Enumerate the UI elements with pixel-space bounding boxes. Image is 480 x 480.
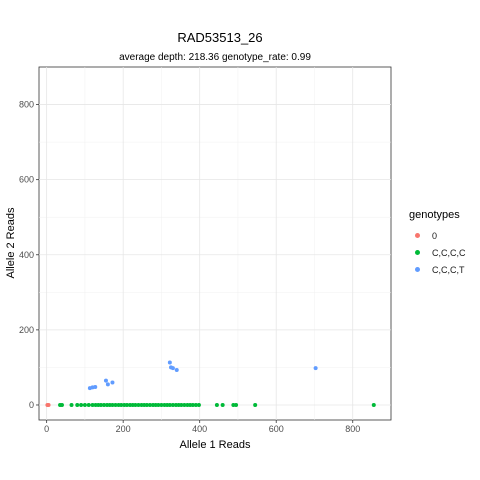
data-point <box>69 402 74 407</box>
axis-ticks: 0 200 400 600 800 0 200 400 600 800 <box>19 100 360 434</box>
data-point <box>159 402 164 407</box>
plot-panel <box>38 66 392 421</box>
data-point <box>102 402 107 407</box>
chart-subtitle: average depth: 218.36 genotype_rate: 0.9… <box>119 52 311 63</box>
data-point <box>174 368 179 373</box>
data-point <box>79 402 84 407</box>
data-point <box>170 366 175 371</box>
legend-dot-icon <box>415 267 420 272</box>
x-axis-label: Allele 1 Reads <box>180 439 251 451</box>
data-point <box>86 402 91 407</box>
data-points <box>45 360 376 407</box>
data-point <box>59 402 64 407</box>
y-tick-label: 0 <box>29 400 34 410</box>
data-point <box>182 402 187 407</box>
legend-item: C,C,C,T <box>409 261 479 278</box>
x-tick-label: 400 <box>192 424 207 434</box>
data-point <box>110 380 115 385</box>
legend-item: C,C,C,C <box>409 244 479 261</box>
data-point <box>147 402 152 407</box>
data-point <box>110 402 115 407</box>
data-point <box>156 402 161 407</box>
data-point <box>196 402 201 407</box>
legend-label: C,C,C,T <box>432 264 465 275</box>
data-point <box>90 402 95 407</box>
data-point <box>46 402 51 407</box>
x-tick-label: 200 <box>116 424 131 434</box>
data-point <box>179 402 184 407</box>
data-point <box>371 402 376 407</box>
legend-item: 0 <box>409 227 479 244</box>
legend-dot-icon <box>415 233 420 238</box>
data-point <box>82 402 87 407</box>
x-tick-label: 800 <box>345 424 360 434</box>
chart-title: RAD53513_26 <box>177 30 262 45</box>
data-point <box>144 402 149 407</box>
legend-dot-icon <box>415 250 420 255</box>
legend-label: 0 <box>432 230 438 241</box>
data-point <box>253 402 258 407</box>
data-point <box>133 402 138 407</box>
legend-label: C,C,C,C <box>432 247 466 258</box>
data-point <box>167 402 172 407</box>
y-tick-label: 400 <box>19 250 34 260</box>
data-point <box>313 366 318 371</box>
data-point <box>75 402 80 407</box>
data-point <box>170 402 175 407</box>
data-point <box>119 402 124 407</box>
data-point <box>136 402 141 407</box>
data-point <box>190 402 195 407</box>
data-point <box>167 360 172 365</box>
data-point <box>105 382 110 387</box>
y-tick-label: 600 <box>19 175 34 185</box>
data-point <box>93 384 98 389</box>
x-tick-label: 0 <box>44 424 49 434</box>
data-point <box>214 402 219 407</box>
legend-title: genotypes <box>409 209 460 221</box>
y-tick-label: 800 <box>19 100 34 110</box>
data-point <box>193 402 198 407</box>
legend: genotypes 0 C,C,C,C C,C,C,T <box>409 209 479 278</box>
y-axis-label: Allele 2 Reads <box>5 207 17 278</box>
data-point <box>234 402 239 407</box>
x-tick-label: 600 <box>269 424 284 434</box>
data-point <box>98 402 103 407</box>
data-point <box>220 402 225 407</box>
y-tick-label: 200 <box>19 325 34 335</box>
data-point <box>125 402 129 407</box>
data-point <box>103 378 108 383</box>
data-point <box>113 402 118 407</box>
